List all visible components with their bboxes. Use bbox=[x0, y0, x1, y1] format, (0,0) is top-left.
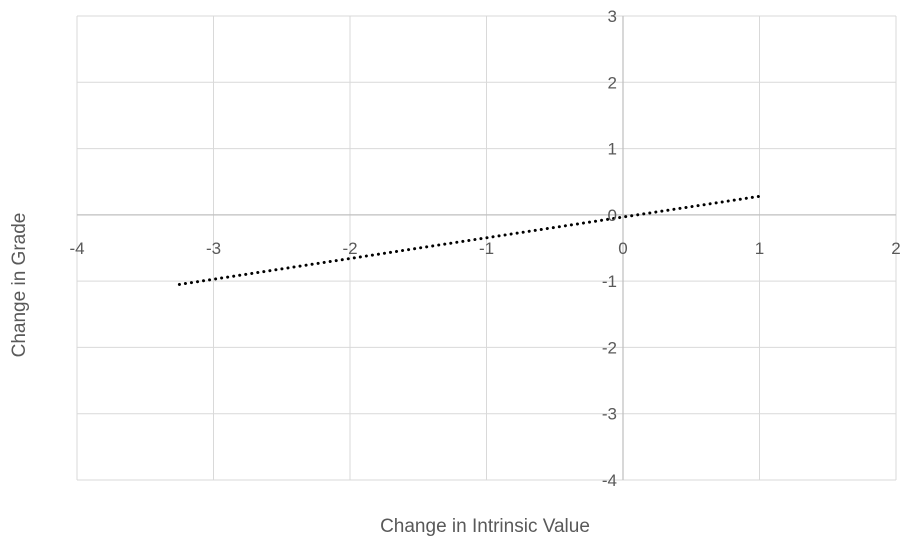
x-axis-title: Change in Intrinsic Value bbox=[380, 516, 590, 537]
series-layer bbox=[177, 194, 761, 286]
x-tick-label: 2 bbox=[891, 239, 900, 258]
y-tick-label: 1 bbox=[608, 140, 617, 159]
axes bbox=[77, 16, 896, 480]
y-tick-label: 3 bbox=[608, 7, 617, 26]
trendline-series bbox=[177, 194, 761, 286]
y-tick-label: -3 bbox=[602, 405, 617, 424]
gridlines bbox=[76, 15, 897, 481]
y-tick-label: 0 bbox=[608, 206, 617, 225]
y-axis-title: Change in Grade bbox=[9, 213, 30, 358]
y-tick-label: -4 bbox=[602, 471, 617, 490]
y-tick-label: -2 bbox=[602, 338, 617, 357]
x-tick-label: -4 bbox=[69, 239, 84, 258]
x-tick-label: -1 bbox=[479, 239, 494, 258]
y-tick-label: 2 bbox=[608, 73, 617, 92]
x-tick-label: 0 bbox=[618, 239, 627, 258]
x-tick-label: -3 bbox=[206, 239, 221, 258]
y-tick-label: -1 bbox=[602, 272, 617, 291]
x-tick-label: 1 bbox=[755, 239, 764, 258]
x-tick-label: -2 bbox=[342, 239, 357, 258]
